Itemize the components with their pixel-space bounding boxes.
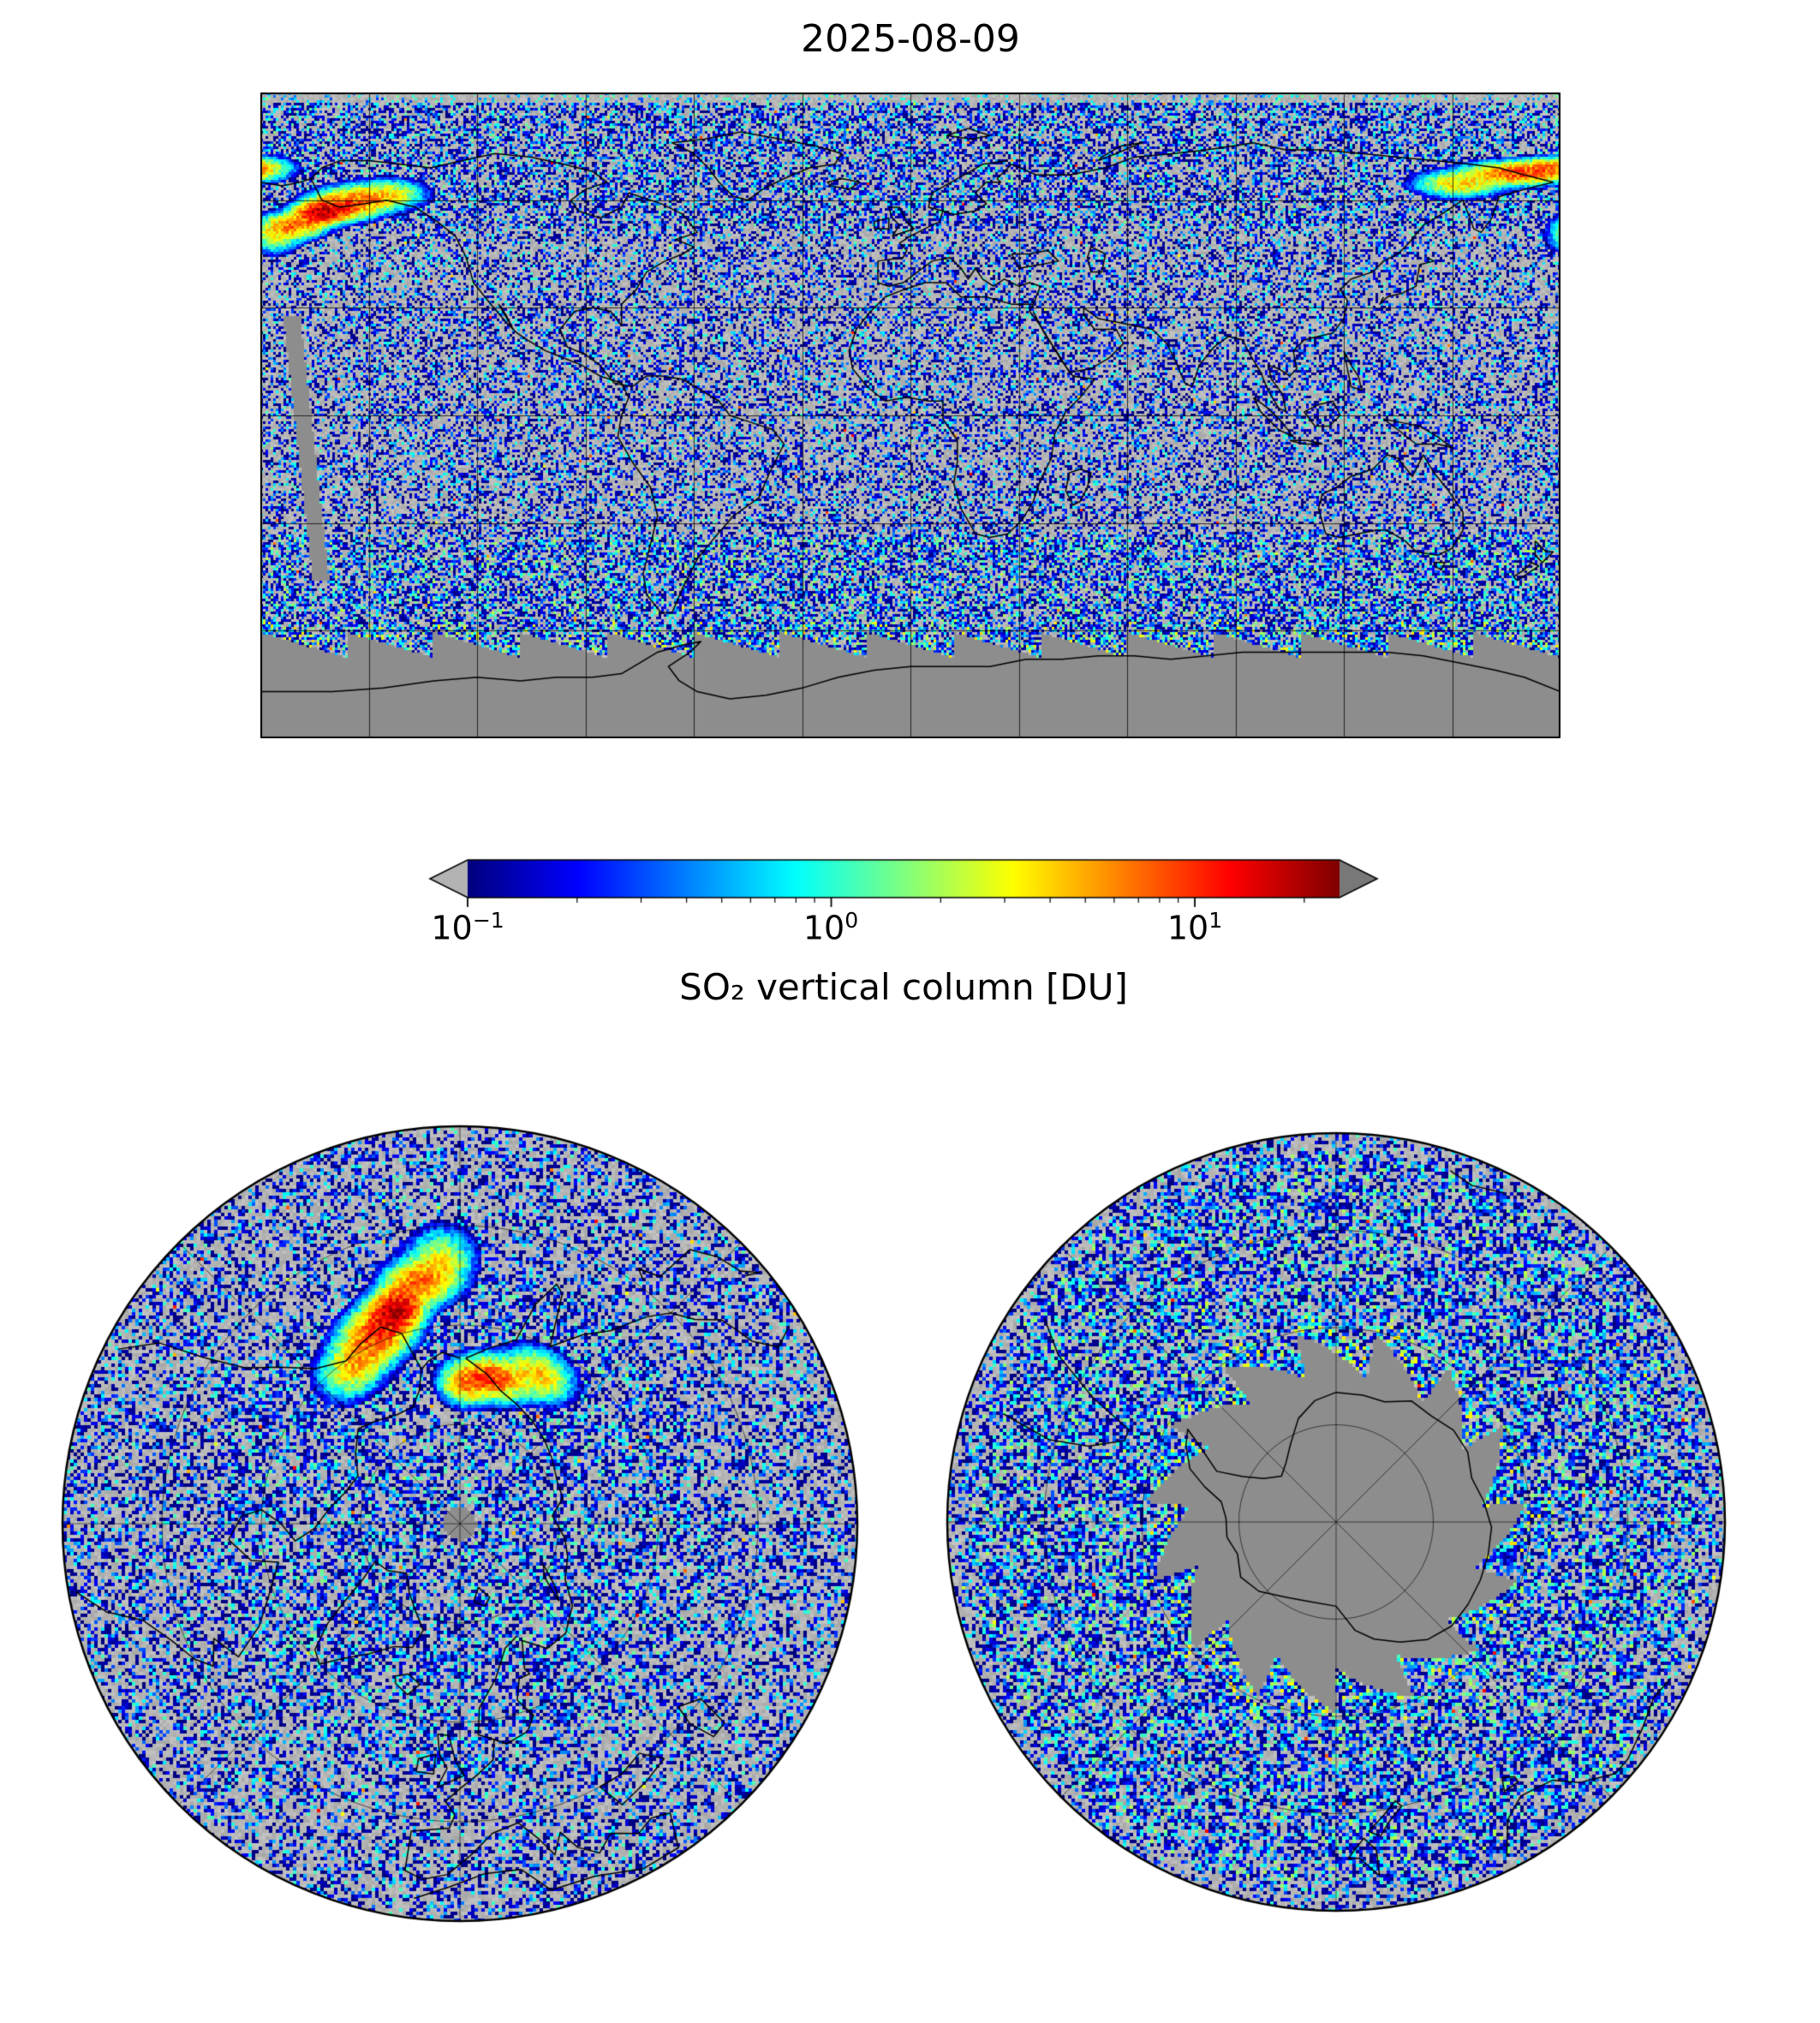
north-polar-so2-map <box>60 1124 860 1924</box>
date-title: 2025-08-09 <box>801 17 1020 61</box>
tick-exponent: 0 <box>844 908 859 933</box>
colorbar-tick-10e0: 100 <box>803 908 858 947</box>
south-polar-so2-map <box>945 1131 1728 1913</box>
global-so2-map <box>260 92 1560 738</box>
colorbar <box>428 858 1379 913</box>
colorbar-tick-10e1: 101 <box>1167 908 1222 947</box>
colorbar-tick-10e-1: 10−1 <box>431 908 504 947</box>
tick-base: 10 <box>431 909 473 947</box>
tick-exponent: −1 <box>472 908 504 933</box>
tick-base: 10 <box>803 909 845 947</box>
colorbar-label: SO₂ vertical column [DU] <box>679 966 1128 1008</box>
tick-base: 10 <box>1167 909 1209 947</box>
tick-exponent: 1 <box>1208 908 1223 933</box>
